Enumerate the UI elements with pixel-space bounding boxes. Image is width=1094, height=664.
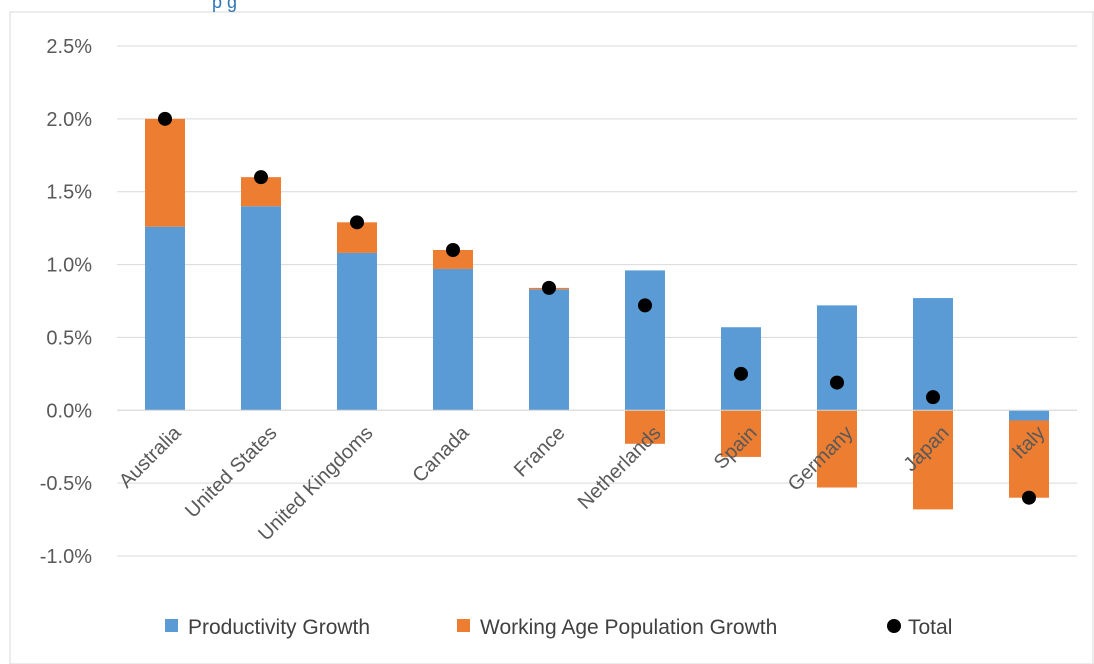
population-bar-germany bbox=[817, 410, 857, 488]
legend-swatch bbox=[165, 619, 178, 632]
population-bar-spain bbox=[721, 410, 761, 457]
total-marker-italy bbox=[1022, 490, 1036, 505]
population-bar-australia bbox=[145, 118, 185, 227]
legend-label: Total bbox=[908, 616, 952, 639]
productivity-bar-united-kingdoms bbox=[337, 252, 377, 411]
total-marker-netherlands bbox=[638, 298, 652, 313]
y-tick-label: -1.0% bbox=[40, 546, 92, 568]
total-marker-japan bbox=[926, 390, 940, 405]
population-bar-italy bbox=[1009, 420, 1049, 498]
total-marker-united-states bbox=[254, 170, 268, 185]
productivity-bar-canada bbox=[433, 268, 473, 411]
y-axis-tick-labels: 2.5% 2.0% 1.5% 1.0% 0.5% 0.0% -0.5% -1.0% bbox=[40, 36, 92, 568]
population-bar-canada bbox=[433, 250, 473, 269]
total-marker-australia bbox=[158, 111, 172, 126]
y-tick-label: -0.5% bbox=[40, 473, 92, 495]
total-marker-united-kingdoms bbox=[350, 215, 364, 230]
y-tick-label: 1.5% bbox=[46, 182, 92, 204]
legend-swatch bbox=[457, 619, 470, 632]
y-tick-label: 2.5% bbox=[46, 36, 92, 58]
legend: Productivity Growth Working Age Populatio… bbox=[165, 616, 952, 639]
productivity-bar-france bbox=[529, 289, 569, 411]
productivity-bar-australia bbox=[145, 226, 185, 411]
header-fragment: p g bbox=[212, 0, 237, 12]
total-marker-france bbox=[542, 280, 556, 295]
y-tick-label: 0.0% bbox=[46, 400, 92, 422]
productivity-bar-italy bbox=[1009, 410, 1049, 421]
population-bar-netherlands bbox=[625, 410, 665, 444]
legend-label: Working Age Population Growth bbox=[480, 616, 777, 639]
total-marker-canada bbox=[446, 243, 460, 257]
y-tick-label: 2.0% bbox=[46, 109, 92, 131]
total-marker-spain bbox=[734, 366, 748, 381]
y-tick-label: 1.0% bbox=[46, 255, 92, 277]
total-marker-germany bbox=[830, 375, 844, 390]
productivity-bar-united-states bbox=[241, 206, 281, 411]
total-markers bbox=[158, 111, 1036, 505]
productivity-bar-netherlands bbox=[625, 270, 665, 411]
y-tick-label: 0.5% bbox=[46, 327, 92, 349]
legend-label: Productivity Growth bbox=[188, 616, 370, 639]
legend-swatch bbox=[887, 619, 901, 633]
bars bbox=[145, 118, 1049, 510]
population-bar-japan bbox=[913, 410, 953, 510]
productivity-bar-germany bbox=[817, 305, 857, 411]
